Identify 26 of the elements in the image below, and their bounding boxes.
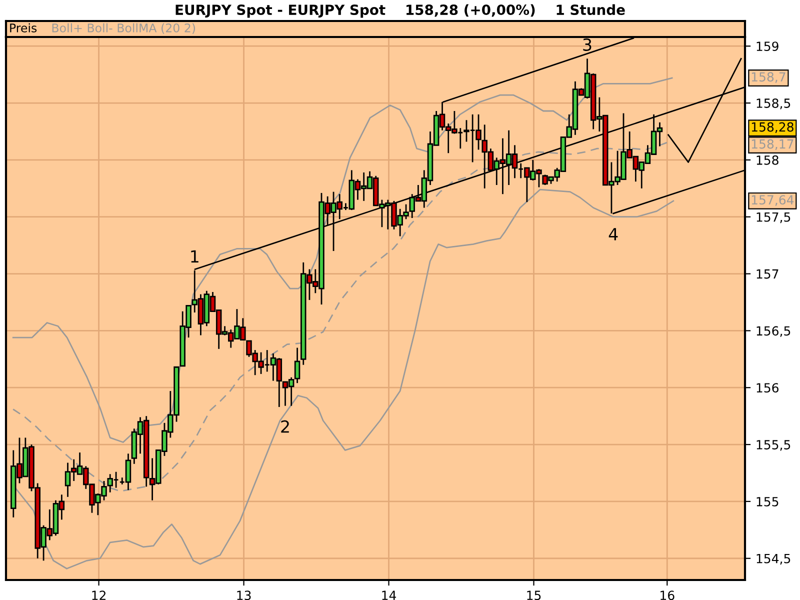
x-tick-label: 12 [92, 590, 106, 600]
x-tick-label: 15 [527, 590, 541, 600]
y-tick-label: 158 [756, 155, 778, 165]
x-tick-label: 13 [237, 590, 251, 600]
y-tick-label: 157,5 [756, 212, 790, 224]
y-tick-label: 154,5 [756, 554, 790, 565]
annotation: 4 [608, 228, 618, 240]
y-tick-label: 158,5 [756, 98, 790, 110]
y-tick-label: 156 [756, 383, 778, 393]
text: 158,7 [752, 72, 786, 83]
text: 158,17 [752, 139, 794, 150]
y-tick-label: 155,5 [756, 440, 790, 451]
y-tick-label: 157 [756, 269, 778, 279]
x-tick-label: 16 [660, 590, 674, 600]
text: 157,64 [752, 195, 794, 206]
y-tick-label: 155 [756, 497, 778, 506]
x-tick-label: 14 [382, 590, 396, 600]
chart-title: EURJPY Spot - EURJPY Spot 158,28 (+0,00%) 1 Stunde [176, 4, 625, 18]
annotation: 1 [191, 250, 198, 262]
annotation: 2 [281, 420, 289, 433]
annotation: 3 [583, 38, 592, 51]
text: Preis [10, 23, 37, 32]
text: Boll+ Boll- BollMA (20 2) [52, 23, 196, 34]
text: 158,28 [752, 122, 794, 133]
y-tick-label: 156,5 [756, 326, 790, 337]
y-tick-label: 159 [756, 42, 778, 52]
